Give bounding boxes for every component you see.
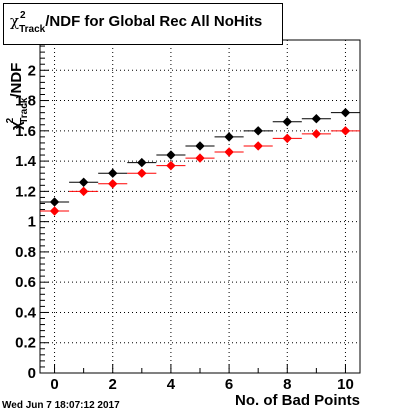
y-tick-label: 1.8 xyxy=(15,93,36,110)
series-1-point xyxy=(78,186,89,197)
series-1-point xyxy=(282,133,292,144)
x-tick-label: 6 xyxy=(225,376,233,393)
series-0-point xyxy=(49,197,60,207)
x-tick-label: 8 xyxy=(283,376,291,393)
title-rest: /NDF for Global Rec All NoHits xyxy=(45,13,263,30)
series-1-point xyxy=(253,141,263,151)
title-box: χ 2 Track/NDF for Global Rec All NoHits xyxy=(3,3,283,45)
plot-area xyxy=(40,40,360,373)
title-superscript: 2 xyxy=(20,10,26,21)
y-tick-label: 1.2 xyxy=(15,183,36,200)
y-tick-label: 0.2 xyxy=(15,335,36,352)
y-axis-label: χ2 Track/NDF xyxy=(5,63,30,130)
y-tick-label: 0.8 xyxy=(15,244,36,261)
title-chi: χ xyxy=(10,12,20,30)
series-0-point xyxy=(137,157,147,168)
x-tick-label: 2 xyxy=(109,376,117,393)
series-0-point xyxy=(78,177,89,187)
series-0-point xyxy=(282,117,292,127)
series-0-point xyxy=(224,132,234,142)
y-label-chi: χ xyxy=(8,121,25,130)
y-tick-label: 1.4 xyxy=(15,153,37,170)
y-label-sup: 2 xyxy=(5,117,16,123)
x-tick-label: 4 xyxy=(167,376,176,393)
series-1-point xyxy=(311,129,322,139)
title-subscript: Track xyxy=(19,24,46,35)
series-1-point xyxy=(108,179,118,189)
series-0-point xyxy=(195,141,205,151)
y-tick-label: 0.4 xyxy=(15,304,37,321)
series-1-point xyxy=(224,147,234,157)
y-tick-label: 1 xyxy=(28,214,36,231)
series-1-point xyxy=(49,206,60,216)
x-tick-label: 0 xyxy=(50,376,58,393)
series-1-point xyxy=(137,168,147,178)
series-1-point xyxy=(166,160,176,171)
series-0-point xyxy=(166,150,176,160)
series-0-point xyxy=(311,114,322,124)
x-axis-label: No. of Bad Points xyxy=(235,392,360,409)
y-tick-label: 0 xyxy=(28,365,36,382)
y-tick-label: 0.6 xyxy=(15,274,36,291)
y-tick-label: 2 xyxy=(28,62,36,79)
chart-title: χ 2 Track/NDF for Global Rec All NoHits xyxy=(10,10,263,35)
y-tick-label: 1.6 xyxy=(15,123,36,140)
series-1-point xyxy=(195,153,205,163)
y-label-sub: Track xyxy=(19,97,30,124)
timestamp: Wed Jun 7 18:07:12 2017 xyxy=(2,400,120,411)
series-1-point xyxy=(340,126,351,136)
series-0-point xyxy=(340,107,351,118)
y-label-rest: /NDF xyxy=(8,63,25,98)
series-0-point xyxy=(253,126,263,136)
series-0-point xyxy=(108,168,118,178)
x-tick-label: 10 xyxy=(337,376,354,393)
